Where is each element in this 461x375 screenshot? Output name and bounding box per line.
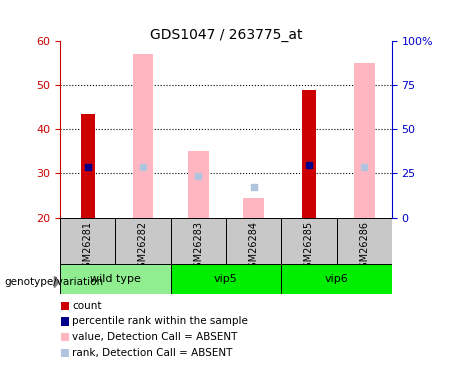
Text: GSM26282: GSM26282 [138,221,148,274]
Bar [226,217,281,264]
Bar [354,63,374,217]
Text: count: count [72,301,102,310]
Bar [60,217,115,264]
Text: percentile rank within the sample: percentile rank within the sample [72,316,248,326]
Text: genotype/variation: genotype/variation [5,277,104,287]
Text: GDS1047 / 263775_at: GDS1047 / 263775_at [150,28,302,42]
Bar [115,217,171,264]
Bar [132,54,153,217]
Bar [81,114,95,218]
Text: value, Detection Call = ABSENT: value, Detection Call = ABSENT [72,332,238,342]
Text: vip6: vip6 [325,274,349,284]
Bar [188,152,208,217]
Bar [281,217,337,264]
Bar [243,198,264,217]
Bar [281,264,392,294]
Polygon shape [54,276,59,288]
Text: GSM26283: GSM26283 [193,221,203,274]
Bar [337,217,392,264]
Text: GSM26285: GSM26285 [304,221,314,274]
Text: GSM26286: GSM26286 [359,221,369,274]
Bar [302,90,316,218]
Bar [60,264,171,294]
Text: GSM26284: GSM26284 [248,221,259,274]
Bar [171,217,226,264]
Text: vip5: vip5 [214,274,238,284]
Text: wild type: wild type [90,274,141,284]
Bar [171,264,281,294]
Text: rank, Detection Call = ABSENT: rank, Detection Call = ABSENT [72,348,233,358]
Text: GSM26281: GSM26281 [83,221,93,274]
